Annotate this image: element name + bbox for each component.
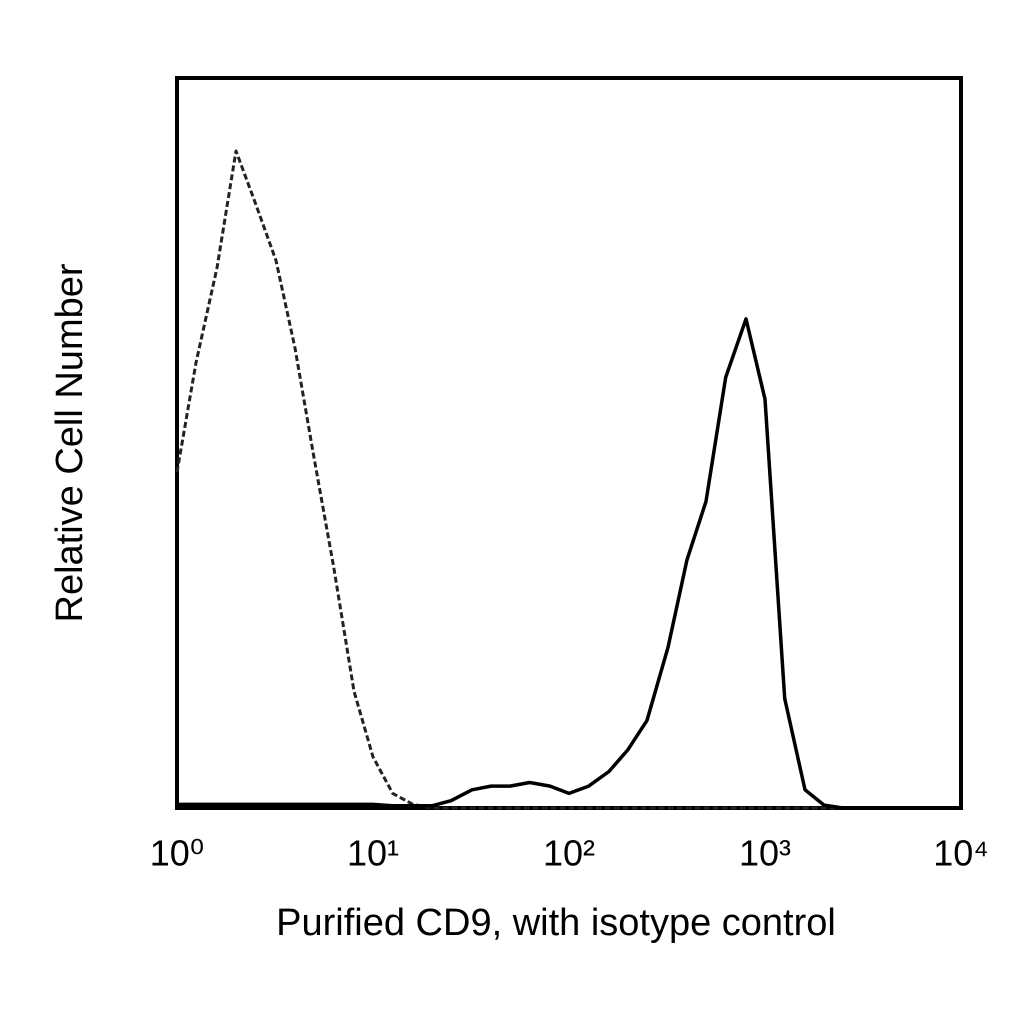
x-tick-label: 10⁴ xyxy=(933,833,989,874)
x-tick-label: 10⁰ xyxy=(150,833,204,874)
histogram-line xyxy=(175,149,961,810)
x-axis-label: Purified CD9, with isotype control xyxy=(276,902,836,944)
y-axis-label: Relative Cell Number xyxy=(49,263,91,622)
histogram-line xyxy=(177,317,961,810)
plot-frame xyxy=(175,76,963,810)
x-tick-label: 10³ xyxy=(739,833,791,874)
x-tick-label: 10² xyxy=(543,833,595,874)
x-tick-label: 10¹ xyxy=(347,833,399,874)
